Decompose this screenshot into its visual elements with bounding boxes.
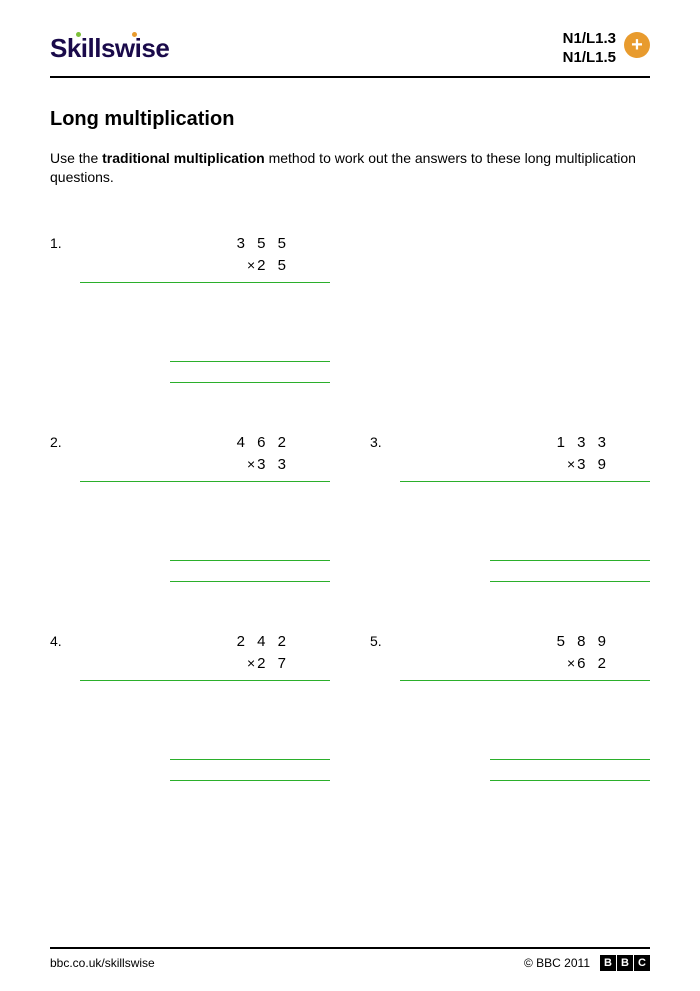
rule-line: [170, 780, 330, 781]
rule-line: [170, 560, 330, 561]
times-symbol: ×: [567, 653, 575, 676]
logo-text: Skillswise: [50, 33, 169, 63]
question-number: 5.: [370, 631, 400, 649]
problems-container: 1.3 5 5×2 52.4 6 2×3 33.1 3 3×3 94.2 4 2…: [50, 233, 650, 785]
rule-line: [490, 759, 650, 760]
work-space: [400, 486, 650, 556]
times-symbol: ×: [247, 454, 255, 477]
logo-dot-green: [76, 32, 81, 37]
problem-body: 5 8 9×6 2: [400, 631, 650, 785]
rule-line: [170, 361, 330, 362]
multiplier-row: ×3 3: [80, 454, 330, 477]
footer-copyright: © BBC 2011: [524, 956, 590, 970]
times-symbol: ×: [567, 454, 575, 477]
problem: 3.1 3 3×3 9: [370, 432, 650, 586]
rule-line: [490, 560, 650, 561]
work-space: [80, 685, 330, 755]
rule-line: [80, 680, 330, 681]
question-number: 1.: [50, 233, 80, 251]
rule-line: [170, 382, 330, 383]
rule-line: [80, 481, 330, 482]
rule-line: [170, 759, 330, 760]
bbc-c: C: [634, 955, 650, 971]
multiplier: 6 2: [577, 653, 610, 676]
multiplier-row: ×3 9: [400, 454, 650, 477]
bbc-b1: B: [600, 955, 616, 971]
problem: 5.5 8 9×6 2: [370, 631, 650, 785]
rule-line: [170, 581, 330, 582]
multiplicand: 1 3 3: [400, 432, 650, 455]
rule-line: [490, 780, 650, 781]
problems-row: 1.3 5 5×2 5: [50, 233, 650, 387]
problem: 4.2 4 2×2 7: [50, 631, 330, 785]
rule-line: [490, 581, 650, 582]
bbc-logo: B B C: [600, 955, 650, 971]
work-space: [80, 486, 330, 556]
problems-row: 2.4 6 2×3 33.1 3 3×3 9: [50, 432, 650, 586]
problem-body: 4 6 2×3 3: [80, 432, 330, 586]
level-code-2: N1/L1.5: [563, 49, 616, 68]
multiplicand: 3 5 5: [80, 233, 330, 256]
work-space: [400, 685, 650, 755]
multiplier: 3 9: [577, 454, 610, 477]
page-header: Skillswise N1/L1.3 N1/L1.5 +: [50, 30, 650, 78]
logo-dot-orange: [132, 32, 137, 37]
bbc-b2: B: [617, 955, 633, 971]
footer-url: bbc.co.uk/skillswise: [50, 956, 155, 970]
multiplicand: 2 4 2: [80, 631, 330, 654]
multiplier-row: ×6 2: [400, 653, 650, 676]
skillswise-logo: Skillswise: [50, 30, 169, 64]
page-footer: bbc.co.uk/skillswise © BBC 2011 B B C: [50, 947, 650, 971]
times-symbol: ×: [247, 255, 255, 278]
rule-line: [80, 282, 330, 283]
problem-body: 3 5 5×2 5: [80, 233, 330, 387]
level-codes: N1/L1.3 N1/L1.5: [563, 30, 616, 68]
level-code-1: N1/L1.3: [563, 30, 616, 49]
instructions: Use the traditional multiplication metho…: [50, 149, 650, 188]
problem-body: 2 4 2×2 7: [80, 631, 330, 785]
multiplicand: 4 6 2: [80, 432, 330, 455]
header-right: N1/L1.3 N1/L1.5 +: [563, 30, 650, 68]
multiplier-row: ×2 5: [80, 255, 330, 278]
multiplier-row: ×2 7: [80, 653, 330, 676]
worksheet-title: Long multiplication: [50, 108, 650, 131]
question-number: 4.: [50, 631, 80, 649]
rule-line: [400, 680, 650, 681]
times-symbol: ×: [247, 653, 255, 676]
problem: 2.4 6 2×3 3: [50, 432, 330, 586]
multiplier: 2 7: [257, 653, 290, 676]
work-space: [80, 287, 330, 357]
plus-badge-icon: +: [624, 32, 650, 58]
problems-row: 4.2 4 2×2 75.5 8 9×6 2: [50, 631, 650, 785]
footer-right: © BBC 2011 B B C: [524, 955, 650, 971]
question-number: 3.: [370, 432, 400, 450]
multiplier: 3 3: [257, 454, 290, 477]
problem: 1.3 5 5×2 5: [50, 233, 330, 387]
rule-line: [400, 481, 650, 482]
multiplier: 2 5: [257, 255, 290, 278]
problem-body: 1 3 3×3 9: [400, 432, 650, 586]
multiplicand: 5 8 9: [400, 631, 650, 654]
question-number: 2.: [50, 432, 80, 450]
